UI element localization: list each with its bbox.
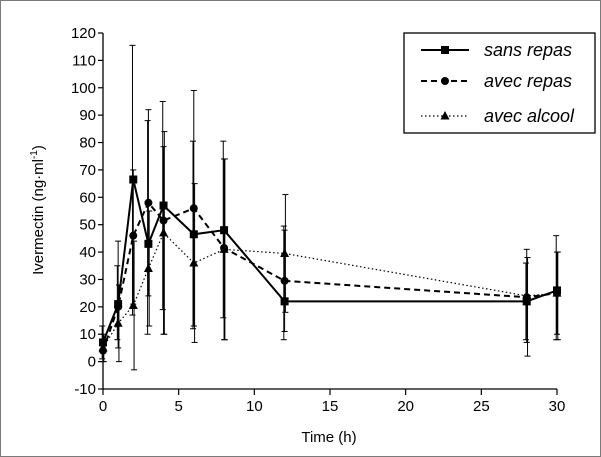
x-tick-label: 5: [174, 398, 182, 415]
y-tick-label: 40: [79, 244, 96, 261]
data-point-triangle: [522, 290, 532, 300]
data-point-circle: [129, 231, 138, 240]
data-point-triangle: [280, 248, 290, 257]
data-point-triangle: [113, 318, 123, 327]
y-tick-label: 110: [72, 52, 96, 69]
y-tick-label: 90: [79, 107, 96, 124]
x-tick-label: 15: [322, 398, 339, 415]
y-tick-label: 100: [71, 80, 96, 97]
y-tick-label: -10: [74, 381, 96, 398]
legend-square-marker-icon: [441, 46, 449, 54]
x-tick-label: 0: [99, 398, 107, 415]
data-point-circle: [159, 216, 168, 225]
y-axis-title: Ivermectin (ng·ml-1): [29, 145, 47, 275]
legend-entry-avec-alcool: avec alcool: [421, 106, 575, 126]
y-axis-title-superscript: -1: [29, 150, 40, 159]
legend-label-sans-repas: sans repas: [484, 40, 572, 60]
legend-label-avec-alcool: avec alcool: [484, 106, 575, 126]
data-point-circle: [144, 198, 153, 207]
data-point-circle: [280, 276, 289, 285]
x-tick-label: 20: [397, 398, 414, 415]
y-tick-label: 30: [79, 271, 96, 288]
series-line: [102, 200, 558, 351]
series-line: [102, 231, 558, 349]
y-tick-label: 80: [79, 135, 96, 152]
y-tick-label: 120: [71, 25, 96, 42]
data-point-triangle: [143, 263, 153, 273]
x-tick-label: 30: [549, 398, 566, 415]
series-avec-alcool: [98, 131, 562, 371]
data-point-triangle: [552, 288, 562, 297]
legend-label-avec-repas: avec repas: [484, 71, 572, 91]
legend: sans repas avec repas avec alcool: [403, 32, 596, 134]
y-tick-label: 0: [88, 354, 96, 371]
data-point-circle: [189, 204, 198, 213]
y-tick-label: 70: [79, 162, 96, 179]
plot-area: [98, 44, 562, 371]
data-point-triangle: [189, 258, 199, 267]
x-tick-label: 10: [246, 398, 263, 415]
data-point-triangle: [128, 300, 138, 309]
y-axis-title-main: Ivermectin (ng·ml: [30, 159, 47, 275]
legend-triangle-marker-icon: [440, 111, 450, 120]
series-avec-repas: [99, 90, 561, 363]
y-tick-label: 50: [79, 217, 96, 234]
data-point-triangle: [159, 227, 169, 237]
legend-entry-avec-repas: avec repas: [421, 71, 572, 91]
legend-circle-marker-icon: [441, 77, 449, 85]
y-tick-label: 60: [79, 189, 96, 206]
y-tick-label: 10: [79, 326, 96, 343]
x-tick-label: 25: [473, 398, 490, 415]
y-tick-label: 20: [79, 299, 96, 316]
x-axis-title: Time (h): [301, 429, 356, 446]
series-line: [102, 179, 558, 343]
y-axis-title-suffix: ): [30, 145, 47, 150]
data-point-triangle: [219, 244, 229, 253]
legend-entry-sans-repas: sans repas: [421, 40, 572, 60]
data-point-circle: [114, 302, 123, 311]
